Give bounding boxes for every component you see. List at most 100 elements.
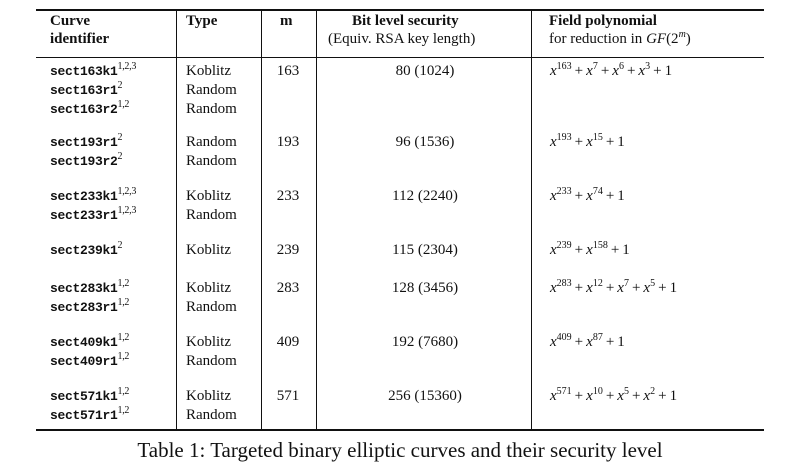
polynomial-term-base: x [550, 388, 557, 404]
curve-type: Random [186, 134, 237, 150]
curve-footnote: 1,2,3 [117, 186, 137, 197]
table-top-rule [36, 9, 764, 11]
curve-identifier: sect239k12 [50, 241, 123, 259]
security-level: 80 (1024) [395, 63, 455, 79]
polynomial-term-exponent: 87 [592, 332, 603, 343]
header-rsa-equivalent: (Equiv. RSA key length) [328, 31, 476, 47]
table-header-rule [36, 57, 764, 58]
polynomial-term-base: x [643, 388, 651, 404]
curve-footnote: 1,2 [117, 99, 130, 110]
polynomial-term-base: x [586, 388, 593, 404]
field-polynomial: x571 + x10 + x5 + x2 +1 [550, 386, 678, 405]
polynomial-term-exponent: 193 [556, 132, 572, 143]
polynomial-term-base: 1 [669, 280, 678, 296]
curve-footnote: 1,2 [117, 297, 130, 308]
curve-identifier: sect193r12 [50, 132, 123, 151]
polynomial-term-exponent: 163 [556, 61, 572, 72]
polynomial-term-exponent: 7 [592, 61, 598, 72]
field-polynomial: x233 + x74 +1 [550, 186, 625, 205]
polynomial-term-exponent: 7 [623, 278, 629, 289]
polynomial-term-base: x [586, 242, 593, 258]
curve-identifier: sect163r21,2 [50, 99, 130, 118]
curve-identifier: sect571r11,2 [50, 406, 129, 424]
header-curve: Curve [50, 13, 90, 29]
polynomial-term-exponent: 158 [592, 240, 608, 251]
curve-name: sect409r1 [50, 354, 118, 369]
curve-type: Random [186, 207, 237, 223]
polynomial-term-exponent: 233 [556, 186, 572, 197]
column-separator [531, 11, 532, 429]
curve-type: Random [186, 101, 237, 117]
polynomial-term-base: x [586, 334, 593, 350]
security-level: 96 (1536) [395, 134, 455, 150]
polynomial-term-base: 1 [664, 63, 673, 79]
polynomial-term-exponent: 2 [650, 386, 656, 397]
polynomial-term-exponent: 283 [556, 278, 572, 289]
curve-footnote: 1,2 [117, 332, 130, 343]
polynomial-term-base: x [550, 280, 557, 296]
curve-name: sect409k1 [50, 335, 118, 350]
curve-type: Koblitz [186, 334, 231, 350]
field-degree-m: 239 [276, 242, 300, 258]
security-level: 128 (3456) [391, 280, 459, 296]
curve-type: Random [186, 153, 237, 169]
curve-type: Koblitz [186, 188, 231, 204]
security-level: 115 (2304) [392, 242, 458, 258]
curve-identifier: sect409r11,2 [50, 352, 129, 370]
header-field-polynomial: Field polynomial [549, 13, 657, 29]
curve-identifier: sect409k11,2 [50, 332, 130, 351]
curve-footnote: 2 [117, 132, 123, 143]
field-degree-m: 283 [276, 280, 300, 296]
polynomial-term-exponent: 5 [623, 386, 629, 397]
polynomial-term-base: x [586, 188, 593, 204]
polynomial-term-exponent: 409 [556, 332, 572, 343]
curve-name: sect193r2 [50, 154, 118, 169]
curve-type: Random [186, 353, 237, 369]
curve-footnote: 1,2,3 [117, 61, 137, 72]
curve-footnote: 1,2 [117, 386, 130, 397]
column-separator [176, 11, 177, 429]
header-m: m [280, 13, 293, 29]
polynomial-term-base: x [638, 63, 646, 79]
polynomial-term-base: x [550, 134, 557, 150]
header-bit-level-security: Bit level security [352, 13, 459, 29]
polynomial-term-base: x [617, 388, 624, 404]
curve-identifier: sect571k11,2 [50, 386, 130, 405]
polynomial-term-base: 1 [617, 188, 625, 204]
curve-identifier: sect163k11,2,3 [50, 61, 137, 80]
curve-type: Koblitz [186, 280, 231, 296]
polynomial-term-base: 1 [669, 388, 678, 404]
field-polynomial: x239 + x158 +1 [550, 240, 630, 259]
polynomial-term-base: 1 [622, 242, 630, 258]
curve-type: Koblitz [186, 388, 231, 404]
polynomial-term-exponent: 239 [556, 240, 572, 251]
curve-name: sect571k1 [50, 389, 118, 404]
curve-footnote: 1,2 [117, 278, 130, 289]
polynomial-term-exponent: 3 [645, 61, 651, 72]
curve-name: sect283r1 [50, 300, 118, 315]
polynomial-term-exponent: 10 [592, 386, 603, 397]
curve-identifier: sect193r22 [50, 151, 123, 170]
header-reduction-note: for reduction in GF(2m) [549, 29, 691, 48]
polynomial-term-exponent: 571 [556, 386, 572, 397]
security-level: 112 (2240) [392, 188, 458, 204]
column-separator [316, 11, 317, 429]
security-level: 192 (7680) [391, 334, 459, 350]
polynomial-term-base: x [550, 63, 557, 79]
curve-identifier: sect163r12 [50, 81, 123, 99]
field-polynomial: x163 + x7 + x6 + x3 +1 [550, 61, 673, 80]
polynomial-term-exponent: 74 [592, 186, 603, 197]
field-degree-m: 571 [276, 388, 300, 404]
field-degree-m: 233 [276, 188, 300, 204]
column-separator [261, 11, 262, 429]
curve-identifier: sect283r11,2 [50, 297, 130, 316]
curve-footnote: 2 [117, 151, 123, 162]
polynomial-term-base: 1 [617, 334, 625, 350]
polynomial-term-exponent: 5 [650, 278, 656, 289]
curve-identifier: sect283k11,2 [50, 278, 130, 297]
curve-identifier: sect233r11,2,3 [50, 206, 136, 224]
polynomial-term-base: x [586, 280, 593, 296]
polynomial-term-exponent: 15 [592, 132, 603, 143]
curve-name: sect571r1 [50, 408, 118, 423]
